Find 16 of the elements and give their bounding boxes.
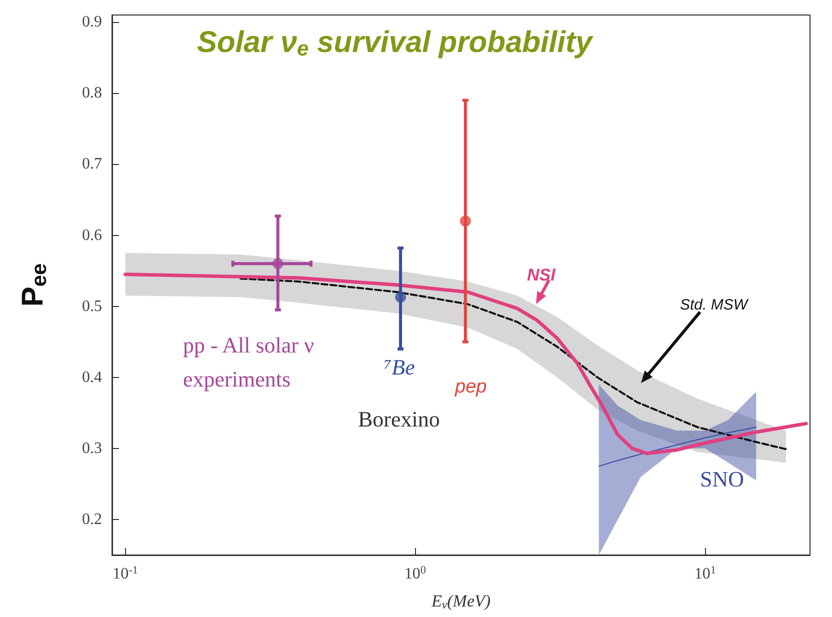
y-tick-label: 0.3 <box>82 440 102 457</box>
text: pep <box>454 376 487 398</box>
y-tick-label: 0.6 <box>82 226 102 244</box>
annotation: Borexino <box>358 406 440 432</box>
text: pp - All solar ν experiments <box>183 332 320 392</box>
y-tick-label: 0.8 <box>82 84 102 102</box>
y-tick-label: 0.4 <box>82 368 102 386</box>
y-tick-label: 0.7 <box>82 156 102 173</box>
y-axis-title: Pee <box>16 263 51 307</box>
y-tick-label: 0.5 <box>82 298 102 315</box>
series-label: NSI <box>527 266 557 284</box>
y-tick-label: 0.2 <box>82 510 102 528</box>
text: ⁷Be <box>384 354 416 380</box>
series-label: SNO <box>700 466 744 492</box>
text: Std. MSW <box>680 296 750 314</box>
y-tick-label: 0.9 <box>82 14 102 31</box>
